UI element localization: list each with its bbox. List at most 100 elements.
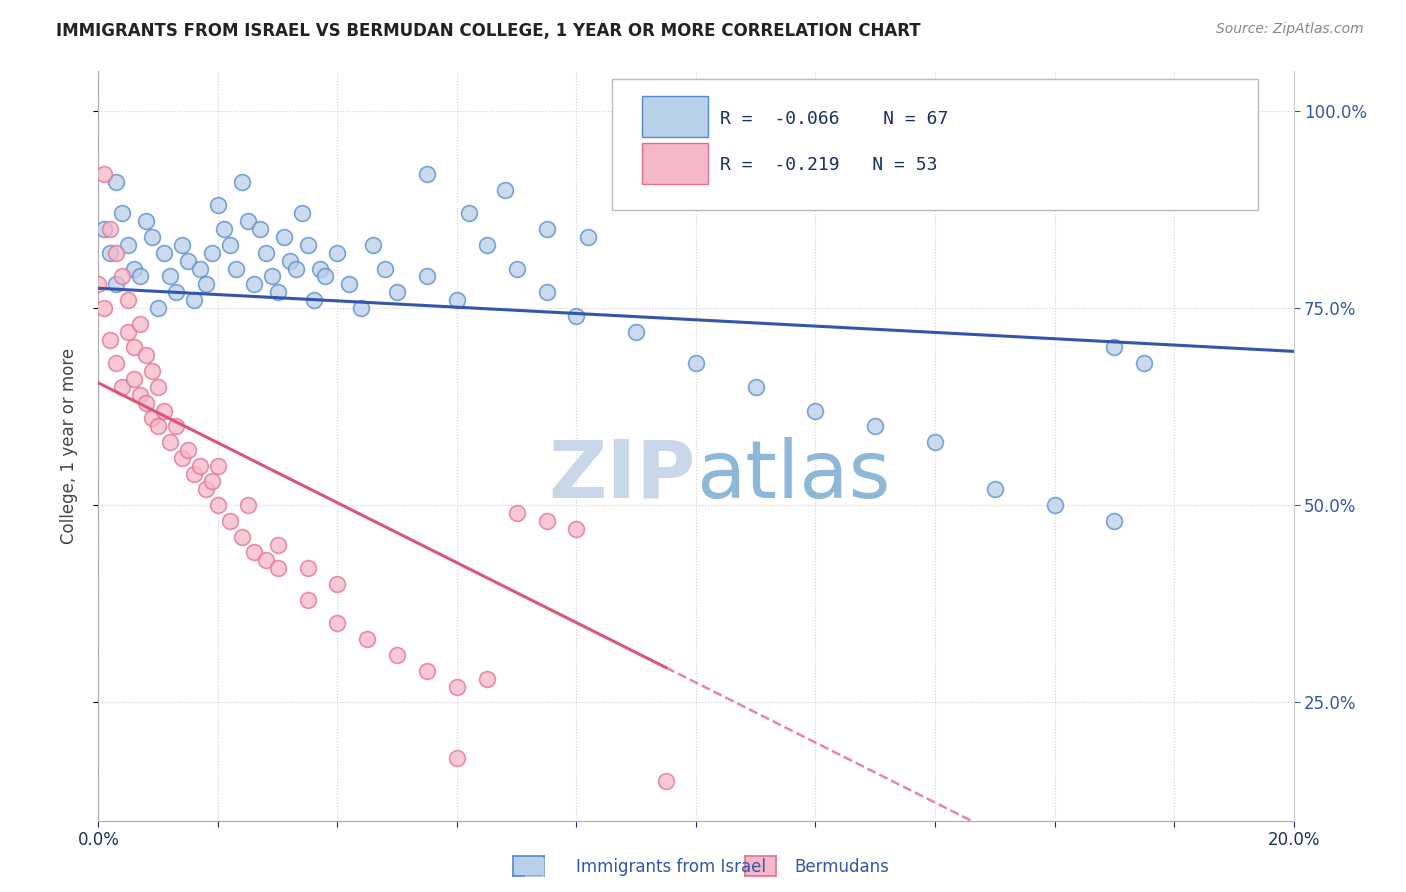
- Point: [626, 325, 648, 339]
- Point: [297, 561, 319, 575]
- Point: [172, 450, 194, 465]
- Text: atlas: atlas: [696, 437, 890, 515]
- Point: [195, 483, 218, 497]
- Point: [356, 632, 378, 647]
- Point: [1043, 498, 1066, 512]
- Point: [249, 222, 271, 236]
- Point: [165, 285, 187, 300]
- Point: [207, 458, 229, 473]
- Text: R =  -0.219   N = 53: R = -0.219 N = 53: [720, 156, 938, 174]
- Point: [225, 261, 247, 276]
- Point: [267, 561, 290, 575]
- Point: [536, 514, 558, 528]
- Point: [416, 269, 439, 284]
- Point: [105, 245, 128, 260]
- Point: [111, 269, 134, 284]
- Point: [278, 253, 301, 268]
- Point: [326, 616, 349, 631]
- Point: [141, 230, 163, 244]
- Point: [302, 293, 325, 307]
- Bar: [643, 96, 709, 137]
- Point: [93, 301, 115, 315]
- Point: [183, 293, 205, 307]
- Point: [475, 238, 498, 252]
- Point: [195, 277, 218, 292]
- Point: [124, 372, 146, 386]
- Point: [177, 442, 200, 457]
- Point: [141, 364, 163, 378]
- Point: [219, 238, 242, 252]
- Point: [207, 498, 229, 512]
- Point: [135, 395, 157, 409]
- Point: [243, 545, 266, 559]
- Point: [236, 498, 259, 512]
- Point: [98, 245, 122, 260]
- Y-axis label: College, 1 year or more: College, 1 year or more: [59, 348, 77, 544]
- Point: [177, 253, 200, 268]
- Point: [148, 380, 170, 394]
- Point: [98, 333, 122, 347]
- Point: [141, 411, 163, 425]
- Point: [201, 475, 224, 489]
- Point: [153, 245, 176, 260]
- Point: [339, 277, 361, 292]
- Point: [924, 435, 946, 450]
- Point: [297, 592, 319, 607]
- Point: [685, 356, 707, 370]
- Point: [416, 664, 439, 678]
- Point: [165, 419, 187, 434]
- Point: [124, 340, 146, 354]
- Point: [129, 388, 152, 402]
- Point: [159, 269, 181, 284]
- Point: [446, 293, 468, 307]
- Point: [260, 269, 283, 284]
- Point: [243, 277, 266, 292]
- Point: [117, 293, 139, 307]
- Point: [153, 403, 176, 417]
- Point: [135, 214, 157, 228]
- Point: [159, 435, 181, 450]
- Point: [308, 261, 330, 276]
- Text: ZIP: ZIP: [548, 437, 696, 515]
- Point: [494, 183, 516, 197]
- Point: [212, 222, 235, 236]
- Point: [458, 206, 481, 220]
- Point: [105, 277, 128, 292]
- Point: [273, 230, 295, 244]
- Point: [446, 680, 468, 694]
- Point: [291, 206, 314, 220]
- Point: [565, 309, 588, 323]
- Text: Source: ZipAtlas.com: Source: ZipAtlas.com: [1216, 22, 1364, 37]
- Point: [207, 198, 229, 212]
- FancyBboxPatch shape: [613, 78, 1258, 210]
- Text: IMMIGRANTS FROM ISRAEL VS BERMUDAN COLLEGE, 1 YEAR OR MORE CORRELATION CHART: IMMIGRANTS FROM ISRAEL VS BERMUDAN COLLE…: [56, 22, 921, 40]
- Point: [129, 317, 152, 331]
- Point: [135, 348, 157, 362]
- Point: [93, 167, 115, 181]
- Point: [506, 261, 529, 276]
- Point: [219, 514, 242, 528]
- Point: [124, 261, 146, 276]
- Point: [98, 222, 122, 236]
- Point: [129, 269, 152, 284]
- Point: [536, 285, 558, 300]
- Point: [416, 167, 439, 181]
- Point: [188, 261, 211, 276]
- Text: Bermudans: Bermudans: [794, 858, 889, 876]
- Point: [865, 419, 887, 434]
- Point: [87, 277, 110, 292]
- Point: [385, 648, 409, 662]
- Point: [578, 230, 600, 244]
- Point: [297, 238, 319, 252]
- Point: [1133, 356, 1156, 370]
- Point: [148, 419, 170, 434]
- Point: [655, 774, 678, 789]
- Text: R =  -0.066    N = 67: R = -0.066 N = 67: [720, 110, 948, 128]
- Point: [201, 245, 224, 260]
- Point: [284, 261, 307, 276]
- Point: [745, 380, 768, 394]
- Point: [117, 238, 139, 252]
- Point: [506, 506, 529, 520]
- Point: [315, 269, 337, 284]
- Point: [172, 238, 194, 252]
